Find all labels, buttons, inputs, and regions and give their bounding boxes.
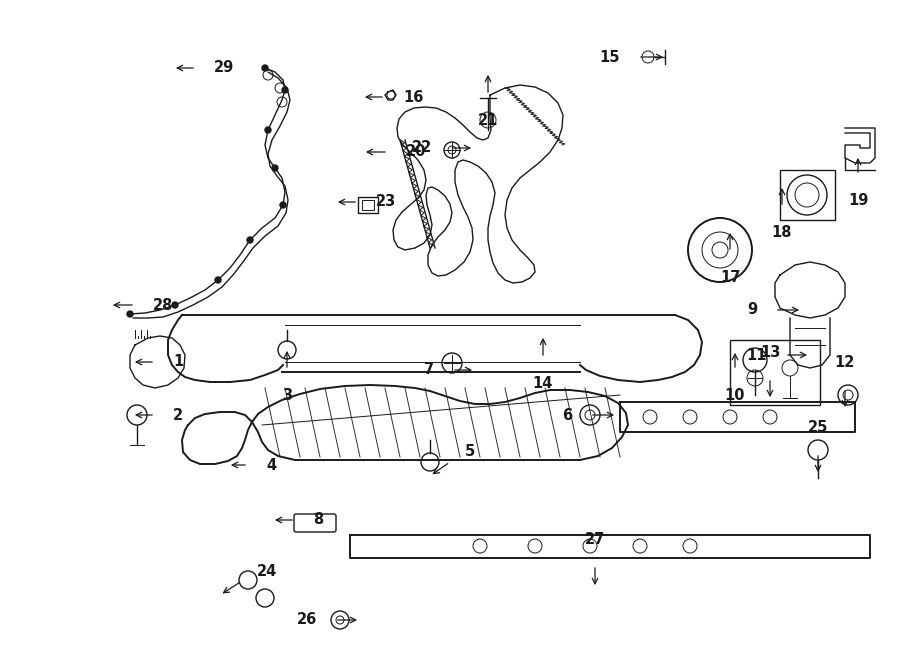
Circle shape [247,237,253,243]
Text: 2: 2 [173,407,183,422]
Text: 18: 18 [772,225,792,240]
Text: 1: 1 [173,354,184,369]
Text: 5: 5 [464,444,475,459]
Text: 7: 7 [424,362,434,377]
Text: 28: 28 [153,297,174,313]
Text: 11: 11 [746,348,767,362]
Text: 12: 12 [835,355,855,370]
Text: 6: 6 [562,407,572,422]
Circle shape [272,165,278,171]
Text: 27: 27 [585,532,605,547]
Circle shape [280,202,286,208]
Circle shape [282,87,288,93]
Text: 17: 17 [720,270,740,285]
Text: 26: 26 [297,613,317,627]
Text: 10: 10 [724,388,745,403]
Circle shape [265,127,271,133]
Circle shape [127,311,133,317]
Text: 9: 9 [747,303,757,317]
Circle shape [262,65,268,71]
Text: 24: 24 [257,564,277,579]
Text: 22: 22 [412,141,432,155]
Text: 13: 13 [760,345,780,360]
Circle shape [215,277,221,283]
Text: 19: 19 [848,193,868,208]
Text: 3: 3 [282,388,292,403]
Text: 20: 20 [406,145,427,159]
Text: 23: 23 [376,194,396,210]
Text: 4: 4 [266,457,276,473]
Text: 29: 29 [214,61,234,75]
Text: 8: 8 [313,512,323,527]
Text: 21: 21 [478,113,499,128]
Text: 16: 16 [403,89,423,104]
Text: 14: 14 [533,376,554,391]
Text: 15: 15 [599,50,620,65]
Text: 25: 25 [808,420,828,435]
Circle shape [172,302,178,308]
